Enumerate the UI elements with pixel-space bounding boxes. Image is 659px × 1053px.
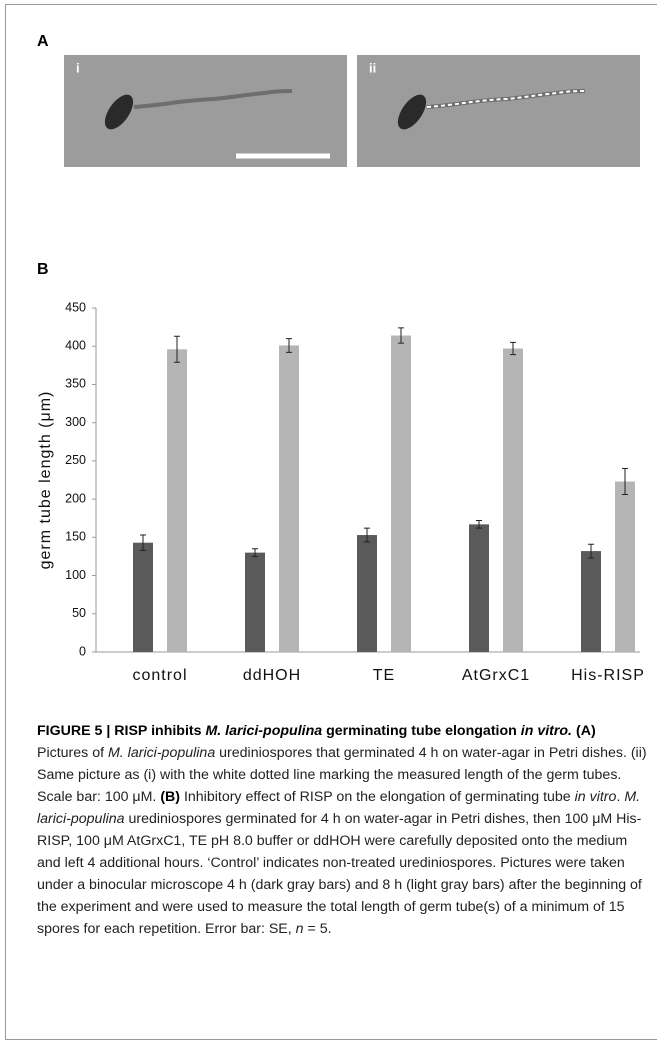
y-axis-label: germ tube length (μm) xyxy=(37,391,54,570)
x-tick-label: control xyxy=(132,667,187,684)
error-bar xyxy=(364,527,370,543)
caption-text: urediniospores germinated for 4 h on wat… xyxy=(37,811,642,937)
micrograph: ii xyxy=(357,55,640,167)
error-bar xyxy=(174,335,180,363)
x-tick-label: TE xyxy=(373,667,395,684)
y-tick-label: 300 xyxy=(65,415,86,429)
bar xyxy=(279,345,299,652)
y-tick-label: 50 xyxy=(72,606,86,620)
bar xyxy=(167,349,187,652)
bar xyxy=(133,542,153,652)
micrograph: i xyxy=(64,55,347,167)
figure-frame xyxy=(5,4,657,1040)
caption-text: in vitro. xyxy=(520,723,573,739)
error-bar xyxy=(252,548,258,557)
caption-text: FIGURE 5 | RISP inhibits xyxy=(37,723,206,739)
bar xyxy=(245,552,265,652)
caption-text: Inhibitory effect of RISP on the elongat… xyxy=(180,789,575,805)
caption-text: urediniospores that germinated 4 h on wa… xyxy=(37,745,647,805)
y-tick-label: 350 xyxy=(65,377,86,391)
y-tick-label: 450 xyxy=(65,300,86,314)
y-tick-label: 250 xyxy=(65,453,86,467)
error-bar xyxy=(476,520,482,529)
caption-text: Pictures of xyxy=(37,745,108,761)
bar xyxy=(391,335,411,652)
panel-label: B xyxy=(37,261,49,278)
caption-text: M. larici-populina xyxy=(107,745,216,761)
error-bar xyxy=(286,338,292,353)
caption-text: in vitro xyxy=(574,789,617,805)
error-bar xyxy=(510,341,516,356)
error-bar xyxy=(622,468,628,496)
caption-text: germinating tube elongation xyxy=(322,723,521,739)
caption-text: n xyxy=(295,921,304,937)
caption-text: = 5. xyxy=(303,921,332,937)
caption-text: (B) xyxy=(160,789,181,805)
error-bar xyxy=(140,534,146,551)
bar xyxy=(581,551,601,652)
image-label: i xyxy=(76,60,80,75)
bar xyxy=(469,524,489,652)
caption-text: (A) xyxy=(575,723,596,739)
y-tick-label: 150 xyxy=(65,530,86,544)
error-bar xyxy=(398,327,404,344)
error-bar xyxy=(588,543,594,559)
panel-label: A xyxy=(37,33,49,50)
y-tick-label: 200 xyxy=(65,491,86,505)
caption-text: M. larici-populina xyxy=(205,723,323,739)
bar xyxy=(615,481,635,652)
y-tick-label: 400 xyxy=(65,339,86,353)
x-tick-label: His-RISP xyxy=(571,667,645,684)
chart: germ tube length (μm) 0 50 100 150 200 250 300… xyxy=(37,300,645,684)
x-tick-label: AtGrxC1 xyxy=(462,667,530,684)
caption-text: . xyxy=(616,789,625,805)
y-tick-label: 0 xyxy=(79,644,86,658)
bar xyxy=(357,535,377,652)
caption: FIGURE 5 | RISP inhibits M. larici-popul… xyxy=(37,720,649,940)
x-tick-label: ddHOH xyxy=(243,667,301,684)
y-tick-label: 100 xyxy=(65,568,86,582)
bar xyxy=(503,348,523,652)
image-label: ii xyxy=(369,60,376,75)
caption-text: M. larici-populina xyxy=(37,789,641,827)
micrographs: i ii xyxy=(64,55,640,167)
